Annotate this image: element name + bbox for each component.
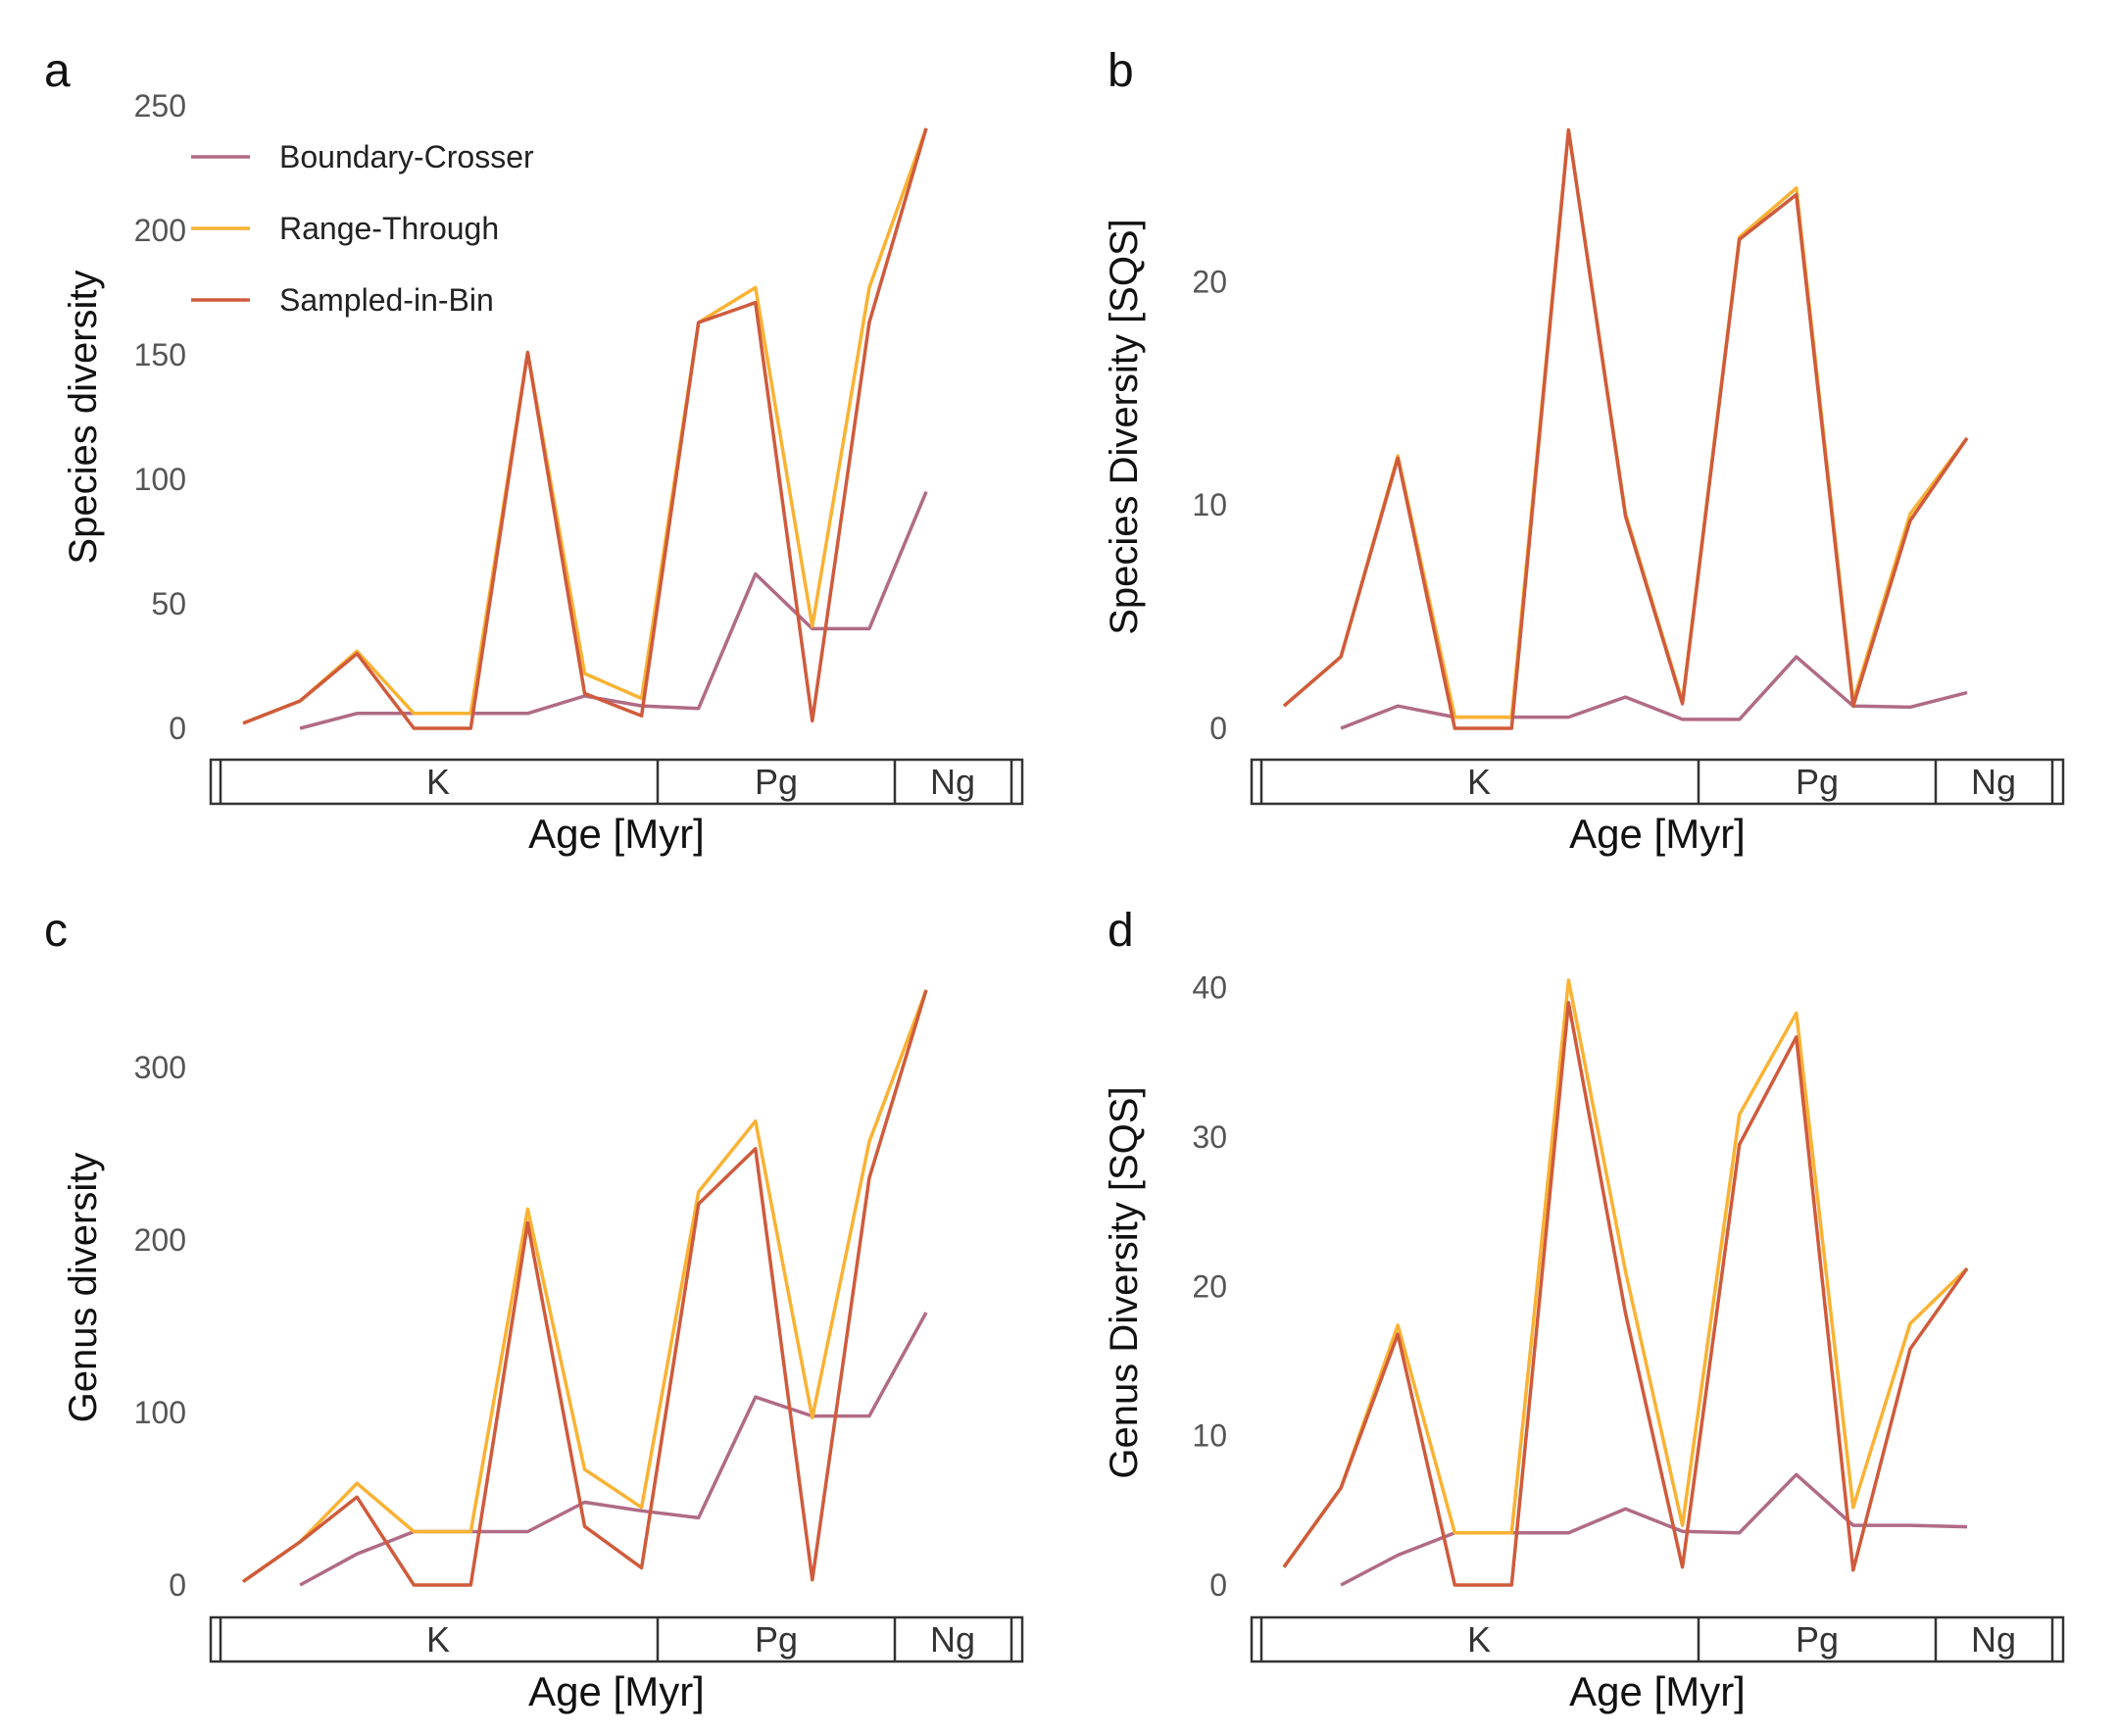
y-axis-label: Genus Diversity [SQS]	[1103, 1086, 1146, 1478]
y-tick-label: 20	[1192, 1268, 1227, 1304]
series-line-range-through	[1282, 978, 1969, 1568]
period-label-ng: Ng	[930, 762, 975, 802]
y-tick-label: 200	[134, 1222, 186, 1258]
series-line-sampled-in-bin	[1282, 1001, 1969, 1587]
legend-label: Sampled-in-Bin	[279, 282, 494, 318]
y-axis-label: Genus diversity	[62, 1153, 105, 1423]
series-line-boundary-crosser	[299, 1312, 928, 1587]
y-tick-label: 100	[134, 462, 186, 497]
period-label-k: K	[426, 762, 450, 802]
y-tick-label: 10	[1192, 1418, 1227, 1454]
period-label-pg: Pg	[1796, 1619, 1839, 1660]
legend-label: Range-Through	[279, 211, 499, 246]
panel-c: c 0 100 200 300 Genus diversity K Pg Ng Age [Myr]	[44, 905, 1024, 1714]
legend-item: Range-Through	[191, 211, 499, 246]
x-axis-label: Age [Myr]	[1569, 1668, 1746, 1714]
geologic-time-bar: K Pg Ng	[209, 1615, 1024, 1663]
y-axis-label: Species diversity	[62, 270, 105, 564]
y-tick-label: 10	[1192, 487, 1227, 522]
period-label-k: K	[426, 1619, 450, 1660]
x-axis-label: Age [Myr]	[1569, 811, 1746, 857]
y-tick-label: 30	[1192, 1119, 1227, 1155]
y-tick-label: 250	[134, 88, 186, 124]
series-line-sampled-in-bin	[242, 127, 928, 730]
series-line-range-through	[242, 127, 928, 725]
y-tick-label: 40	[1192, 970, 1227, 1006]
x-axis-label: Age [Myr]	[528, 811, 705, 857]
period-label-k: K	[1467, 762, 1491, 802]
geologic-time-bar: K Pg Ng	[1250, 758, 2065, 806]
period-label-pg: Pg	[755, 1619, 798, 1660]
y-tick-label: 0	[1209, 711, 1227, 746]
y-tick-label: 50	[151, 586, 186, 621]
y-tick-label: 20	[1192, 264, 1227, 299]
legend-label: Boundary-Crosser	[279, 139, 534, 174]
period-label-ng: Ng	[1971, 1619, 2016, 1660]
y-tick-label: 0	[1209, 1567, 1227, 1603]
y-tick-label: 0	[169, 1567, 186, 1603]
panel-letter: c	[44, 905, 68, 957]
panel-a: a 0 50 100 150 200 250 Species diversity K Pg Ng Ag…	[44, 45, 1024, 857]
y-axis-label: Species Diversity [SQS]	[1103, 219, 1146, 635]
legend-item: Sampled-in-Bin	[191, 282, 494, 318]
legend-item: Boundary-Crosser	[191, 139, 534, 174]
panel-d: d 0 10 20 30 40 Genus Diversity [SQS] K Pg Ng Age …	[1103, 905, 2065, 1714]
series-line-sampled-in-bin	[241, 989, 928, 1587]
geologic-time-bar: K Pg Ng	[209, 758, 1024, 806]
y-tick-label: 200	[134, 213, 186, 248]
period-label-ng: Ng	[930, 1619, 975, 1660]
x-axis-label: Age [Myr]	[528, 1668, 705, 1714]
panel-letter: d	[1108, 905, 1134, 957]
series-line-range-through	[1282, 127, 1969, 719]
panel-letter: a	[44, 45, 71, 97]
period-label-k: K	[1467, 1619, 1491, 1660]
y-tick-label: 150	[134, 337, 186, 372]
y-tick-label: 300	[134, 1050, 186, 1085]
series-line-range-through	[241, 989, 928, 1583]
legend: Boundary-Crosser Range-Through Sampled-in-…	[191, 139, 534, 318]
period-label-pg: Pg	[1796, 762, 1839, 802]
series-line-sampled-in-bin	[1282, 127, 1969, 730]
panel-b: b 0 10 20 Species Diversity [SQS] K Pg Ng Age [M…	[1103, 45, 2065, 857]
y-tick-label: 0	[169, 711, 186, 746]
y-tick-label: 100	[134, 1395, 186, 1430]
panel-letter: b	[1108, 45, 1134, 97]
geologic-time-bar: K Pg Ng	[1250, 1615, 2065, 1663]
period-label-ng: Ng	[1971, 762, 2016, 802]
series-line-boundary-crosser	[1340, 655, 1968, 730]
period-label-pg: Pg	[755, 762, 798, 802]
